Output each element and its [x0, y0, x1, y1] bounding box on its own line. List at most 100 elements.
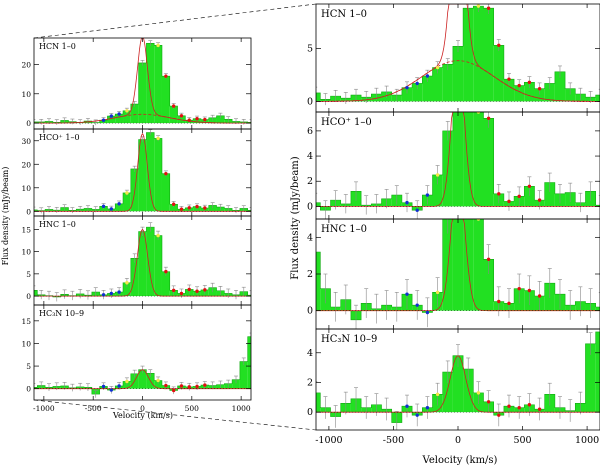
left-y-tick-label-hc3n: 15 [21, 317, 31, 326]
right-marker-hc3n [425, 406, 430, 410]
left-marker-hc3n [179, 384, 184, 388]
left-marker-hcn [117, 112, 121, 116]
right-bar-hnc [483, 259, 494, 311]
right-bar-hcn [442, 64, 453, 102]
right-marker-hc3n [476, 391, 481, 395]
right-marker-hcn [497, 43, 501, 47]
left-marker-hcop [164, 171, 168, 176]
right-bar-hc3n [452, 355, 464, 413]
right-fit-curve-hcop [316, 112, 600, 207]
right-y-tick-label-hc3n: 2 [307, 377, 313, 388]
right-bar-hcn [401, 87, 413, 102]
left-x-tick-label: -1000 [33, 404, 55, 413]
right-bar-hcop [524, 186, 535, 207]
right-marker-hcop [517, 194, 521, 199]
left-marker-hnc [156, 233, 160, 238]
left-marker-hcn [195, 117, 199, 121]
right-marker-hcn [527, 80, 532, 85]
left-bar-hcop [208, 205, 217, 212]
left-marker-hcn [109, 114, 114, 118]
left-bar-hcn [216, 115, 225, 124]
right-panel-label-hcn: HCN 1–0 [321, 9, 367, 20]
left-bar-hcop [146, 132, 155, 212]
left-y-tick-label-hc3n: 10 [21, 339, 31, 348]
left-bar-hcop [115, 203, 124, 212]
left-x-tick-label: 0 [140, 404, 145, 413]
left-marker-hnc [117, 290, 121, 294]
right-bar-hcop [316, 202, 321, 207]
right-y-tick-label-hc3n: 4 [307, 348, 313, 359]
left-marker-hc3n [156, 378, 160, 383]
zoom-connector-top [33, 3, 317, 39]
right-panel-hc3n: 0 2 4 HC₃N 10–9 -1000 -500 0 500 1000 [307, 328, 600, 446]
right-marker-hcop [405, 200, 409, 205]
left-bar-hcn [255, 122, 263, 123]
right-bar-hcn [514, 85, 525, 102]
right-marker-hc3n [517, 406, 521, 410]
left-marker-hc3n [109, 388, 114, 392]
right-marker-hcn [476, 4, 481, 8]
right-bar-hcn [432, 67, 443, 102]
right-bar-hcn [493, 45, 504, 102]
left-bar-hcop [255, 210, 263, 211]
right-bar-hc3n [585, 343, 596, 413]
right-bar-hcop [544, 182, 555, 207]
right-marker-hcn [507, 77, 511, 81]
left-x-tick-label: 1000 [232, 404, 251, 413]
right-marker-hc3n [415, 413, 419, 417]
right-x-tick-label: -1000 [315, 435, 342, 446]
left-plot-area-hcop [34, 129, 263, 214]
left-bar-hnc [161, 271, 170, 297]
left-bar-hcop [169, 204, 178, 212]
left-y-tick-label-hcn: 10 [21, 90, 31, 99]
left-marker-hnc [164, 269, 168, 274]
left-y-tick-label-hc3n: 5 [26, 362, 31, 371]
left-marker-hnc [109, 291, 114, 296]
right-marker-hcn [486, 6, 491, 10]
left-marker-hnc [195, 289, 199, 293]
right-bar-hcn [534, 88, 545, 102]
right-plot-area-hcop [316, 112, 600, 219]
right-marker-hnc [476, 219, 481, 221]
right-bar-hcop [463, 112, 474, 207]
left-marker-hc3n [203, 383, 207, 387]
left-panel-label-hcop: HCO⁺ 1–0 [39, 133, 80, 142]
right-step-outline-hc3n [316, 331, 600, 423]
right-bar-hc3n [595, 331, 600, 413]
left-bar-hc3n [138, 369, 147, 389]
left-marker-hnc [125, 281, 129, 285]
left-panel-hnc: 0 5 10 15 HNC 1–0 [21, 215, 263, 306]
left-y-tick-label-hcop: 0 [26, 207, 31, 216]
right-y-tick-label-hnc: 4 [307, 232, 313, 243]
left-marker-hcop [156, 136, 160, 141]
right-bar-hcn [544, 83, 555, 102]
left-panel-label-hcn: HCN 1–0 [39, 42, 76, 51]
zoom-connector-bottom [33, 399, 317, 431]
right-bar-hcn [452, 46, 464, 102]
right-x-axis-label: Velocity (km/s) [422, 455, 498, 466]
left-marker-hcop [109, 207, 114, 211]
left-marker-hnc [179, 291, 184, 296]
left-panel-label-hc3n: HC₃N 10–9 [39, 309, 84, 318]
left-y-tick-label-hcop: 30 [21, 137, 31, 146]
left-y-tick-label-hcn: 0 [26, 119, 31, 128]
left-marker-hc3n [101, 384, 106, 389]
right-marker-hcn [425, 74, 430, 78]
left-y-tick-label-hcn: 20 [21, 60, 31, 69]
left-marker-hc3n [125, 379, 129, 384]
right-broad-component-hcn [316, 60, 600, 102]
left-panel-label-hnc: HNC 1–0 [39, 220, 76, 229]
right-marker-hcn [537, 87, 542, 91]
right-plot-area-hnc [316, 219, 600, 329]
left-bar-hcn [247, 122, 251, 124]
left-bar-hnc [255, 294, 263, 296]
left-marker-hnc [171, 288, 176, 293]
right-fit-curve-hnc [316, 219, 600, 312]
left-marker-hc3n [187, 385, 191, 389]
left-bar-hcop [161, 173, 170, 212]
left-bar-hnc [34, 290, 38, 297]
left-marker-hcop [195, 204, 199, 209]
left-marker-hcn [125, 109, 129, 113]
left-x-axis-label: Velocity (km/s) [112, 411, 173, 420]
